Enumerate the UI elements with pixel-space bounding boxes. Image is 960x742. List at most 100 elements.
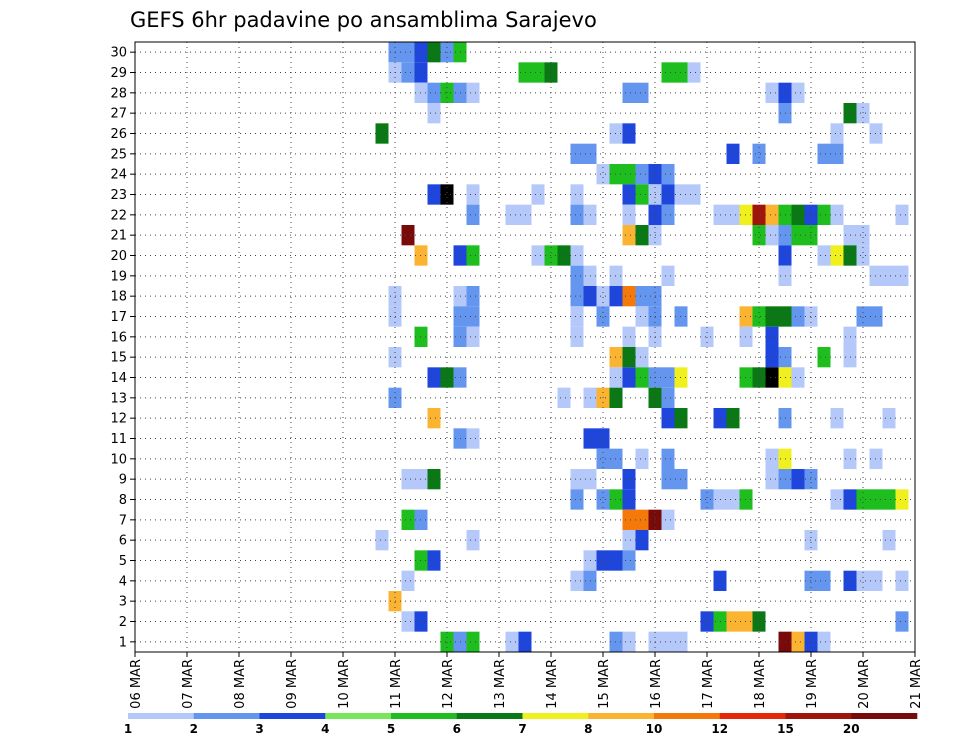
- heatmap-cell: [427, 42, 441, 63]
- y-tick-label: 2: [119, 615, 127, 630]
- heatmap-cell: [856, 245, 870, 266]
- heatmap-cell: [622, 123, 636, 144]
- heatmap-cell: [401, 62, 415, 83]
- y-tick-label: 29: [110, 66, 127, 81]
- y-axis: 1234567891011121314151617181920212223242…: [110, 46, 135, 650]
- heatmap-cell: [570, 570, 584, 591]
- heatmap-cell: [700, 489, 714, 510]
- heatmap-cell: [830, 143, 844, 164]
- heatmap-cell: [726, 408, 740, 429]
- heatmap-cell: [817, 245, 831, 266]
- y-tick-label: 20: [110, 249, 127, 264]
- x-tick-label: 12 MAR: [441, 659, 456, 709]
- heatmap-cell: [466, 204, 480, 225]
- heatmap-cell: [440, 631, 454, 652]
- heatmap-cell: [765, 448, 779, 469]
- colorbar-label: 7: [518, 722, 526, 736]
- heatmap-cell: [765, 367, 779, 388]
- heatmap-cell: [752, 143, 766, 164]
- heatmap-cell: [765, 225, 779, 246]
- heatmap-cell: [661, 265, 675, 286]
- heatmap-cell: [635, 82, 649, 103]
- colorbar-swatch: [391, 713, 458, 719]
- colorbar-label: 6: [453, 722, 461, 736]
- heatmap-cell: [635, 530, 649, 551]
- heatmap-cell: [856, 570, 870, 591]
- heatmap-cell: [570, 184, 584, 205]
- y-tick-label: 7: [119, 513, 127, 528]
- y-tick-label: 9: [119, 473, 127, 488]
- heatmap-cell: [895, 489, 909, 510]
- heatmap-cell: [765, 82, 779, 103]
- heatmap-cell: [466, 530, 480, 551]
- y-tick-label: 22: [110, 208, 127, 223]
- heatmap-cell: [401, 225, 415, 246]
- heatmap-cell: [726, 143, 740, 164]
- heatmap-cell: [596, 489, 610, 510]
- heatmap-cell: [557, 387, 571, 408]
- x-tick-label: 06 MAR: [129, 659, 144, 709]
- y-tick-label: 27: [110, 107, 127, 122]
- colorbar-swatch: [785, 713, 852, 719]
- heatmap-cell: [596, 164, 610, 185]
- y-tick-label: 19: [110, 269, 127, 284]
- heatmap-cell: [635, 286, 649, 307]
- heatmap-cell: [505, 631, 519, 652]
- heatmap-cell: [895, 570, 909, 591]
- heatmap-cell: [830, 123, 844, 144]
- heatmap-cell: [622, 164, 636, 185]
- heatmap-cell: [466, 82, 480, 103]
- heatmap-cell: [856, 306, 870, 327]
- heatmap-cell: [622, 469, 636, 490]
- heatmap-cell: [622, 225, 636, 246]
- heatmap-cell: [791, 631, 805, 652]
- x-tick-label: 18 MAR: [753, 659, 768, 709]
- heatmap-cell: [752, 306, 766, 327]
- heatmap-cell: [700, 611, 714, 632]
- heatmap-cell: [427, 82, 441, 103]
- x-tick-label: 10 MAR: [337, 659, 352, 709]
- heatmap-cell: [570, 469, 584, 490]
- heatmap-cell: [635, 509, 649, 530]
- heatmap-cell: [622, 550, 636, 571]
- heatmap-cell: [466, 306, 480, 327]
- y-tick-label: 14: [110, 371, 127, 386]
- y-tick-label: 17: [110, 310, 127, 325]
- heatmap-cell: [830, 408, 844, 429]
- heatmap-cell: [427, 103, 441, 124]
- heatmap-cell: [622, 489, 636, 510]
- heatmap-cell: [570, 306, 584, 327]
- heatmap-cell: [791, 367, 805, 388]
- heatmap-cell: [622, 286, 636, 307]
- heatmap-cell: [635, 225, 649, 246]
- heatmap-cell: [596, 286, 610, 307]
- colorbar-swatch: [128, 713, 195, 719]
- heatmap-cell: [622, 530, 636, 551]
- y-tick-label: 1: [119, 635, 127, 650]
- x-tick-label: 08 MAR: [233, 659, 248, 709]
- heatmap-cell: [596, 306, 610, 327]
- heatmap-cell: [622, 326, 636, 347]
- y-tick-label: 23: [110, 188, 127, 203]
- heatmap-cell: [752, 611, 766, 632]
- heatmap-cell: [401, 42, 415, 63]
- heatmap-cell: [882, 489, 896, 510]
- chart-title: GEFS 6hr padavine po ansamblima Sarajevo: [130, 8, 597, 32]
- heatmap-cell: [895, 204, 909, 225]
- x-tick-label: 21 MAR: [909, 659, 924, 709]
- heatmap-cell: [635, 164, 649, 185]
- colorbar-swatch: [325, 713, 392, 719]
- heatmap-cell: [557, 245, 571, 266]
- y-tick-label: 11: [110, 432, 127, 447]
- x-tick-label: 09 MAR: [285, 659, 300, 709]
- colorbar-swatch: [588, 713, 655, 719]
- heatmap-cell: [791, 204, 805, 225]
- heatmap-cell: [856, 225, 870, 246]
- colorbar: 1 2 3 4 5 6 7 8 10 12 15 20: [124, 713, 918, 736]
- heatmap-cell: [466, 184, 480, 205]
- colorbar-label: 3: [255, 722, 263, 736]
- heatmap-cell: [661, 387, 675, 408]
- heatmap-cell: [830, 204, 844, 225]
- heatmap-cell: [570, 265, 584, 286]
